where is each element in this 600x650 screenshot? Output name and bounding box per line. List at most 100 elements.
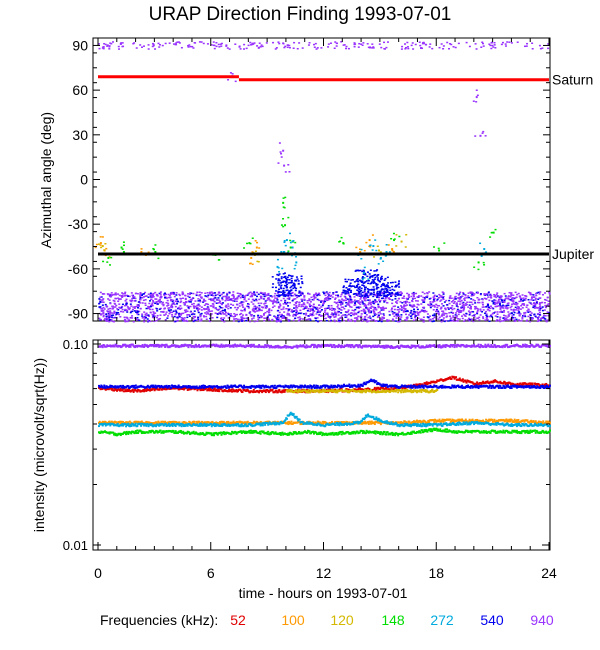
low-band-point <box>155 293 158 296</box>
low-band-point <box>357 295 360 297</box>
upper-band-point <box>152 44 155 47</box>
low-band-point <box>322 300 325 303</box>
low-band-spike <box>285 277 288 280</box>
low-band-point <box>142 299 145 302</box>
low-band-point <box>464 302 467 305</box>
low-band-point <box>423 292 426 295</box>
low-band-point <box>183 309 186 311</box>
intensity-point-100khz <box>546 421 549 424</box>
low-band-spike <box>375 285 378 287</box>
low-band-point <box>338 301 341 304</box>
low-band-point <box>345 297 348 300</box>
intensity-point-120khz <box>424 389 427 392</box>
low-band-spike <box>286 289 289 291</box>
low-band-spike <box>373 278 376 280</box>
low-band-point <box>493 299 496 301</box>
low-band-point <box>273 305 276 307</box>
low-band-point <box>474 307 477 309</box>
upper-band-point <box>480 46 483 48</box>
low-band-point <box>107 298 110 300</box>
low-band-spike <box>296 278 299 280</box>
low-band-point <box>512 302 515 305</box>
low-band-point <box>312 303 315 306</box>
point-940khz <box>472 100 475 102</box>
low-band-spike <box>287 292 290 295</box>
low-band-point <box>222 302 225 304</box>
low-band-point <box>367 308 370 311</box>
low-band-point <box>341 298 344 300</box>
upper-band-point <box>213 44 216 47</box>
low-band-point <box>121 292 124 294</box>
upper-band-point <box>481 41 484 43</box>
low-band-point <box>382 313 385 315</box>
low-band-point <box>340 306 343 308</box>
low-band-point <box>533 307 536 309</box>
low-band-point <box>210 294 213 296</box>
low-band-spike <box>288 278 291 281</box>
low-band-spike <box>283 291 286 294</box>
low-band-point <box>286 318 289 321</box>
low-band-spike <box>280 291 283 293</box>
low-band-point <box>257 316 260 318</box>
low-band-point <box>154 302 157 305</box>
low-band-point <box>197 309 200 312</box>
intensity-point-52khz <box>235 389 238 392</box>
low-band-point <box>404 300 407 303</box>
low-band-point <box>207 307 210 309</box>
low-band-point <box>192 305 195 307</box>
low-band-point <box>135 319 138 321</box>
low-band-spike <box>277 274 280 277</box>
low-band-point <box>364 310 367 313</box>
low-band-point <box>316 294 319 297</box>
low-band-point <box>498 298 501 300</box>
low-band-point <box>241 304 244 307</box>
low-band-point <box>368 310 371 312</box>
low-band-point <box>367 310 370 312</box>
upper-band-point <box>178 42 181 44</box>
low-band-point <box>125 301 128 304</box>
low-band-point <box>320 309 323 311</box>
intensity-point-52khz <box>210 388 213 391</box>
low-band-point <box>314 306 317 309</box>
intensity-point-120khz <box>383 389 386 392</box>
point-272khz <box>385 244 388 246</box>
low-band-point <box>381 297 384 299</box>
low-band-point <box>243 307 246 310</box>
low-band-spike <box>362 282 365 285</box>
low-band-point <box>349 298 352 301</box>
low-band-point <box>412 304 415 306</box>
low-band-point <box>117 313 120 316</box>
point-100khz <box>99 236 102 238</box>
low-band-point <box>388 298 391 301</box>
point-272khz <box>375 249 378 252</box>
low-band-point <box>533 313 536 315</box>
low-band-point <box>354 304 357 306</box>
low-band-point <box>236 307 239 309</box>
low-band-point <box>234 314 237 316</box>
low-band-point <box>478 319 481 321</box>
low-band-point <box>467 306 470 308</box>
intensity-point-100khz <box>532 420 535 423</box>
low-band-point <box>455 292 458 295</box>
low-band-point <box>510 297 513 300</box>
intensity-point-100khz <box>497 420 500 423</box>
intensity-point-100khz <box>544 421 547 424</box>
point-148khz <box>393 238 396 240</box>
low-band-point <box>279 319 282 322</box>
low-band-point <box>540 307 543 309</box>
low-band-point <box>268 314 271 316</box>
intensity-point-100khz <box>290 420 293 423</box>
low-band-point <box>318 299 321 302</box>
low-band-spike <box>292 287 295 290</box>
low-band-spike <box>293 285 296 287</box>
upper-band-point <box>383 41 386 44</box>
intensity-point-52khz <box>503 381 506 384</box>
low-band-point <box>436 298 439 301</box>
low-band-point <box>205 303 208 305</box>
low-band-point <box>108 318 111 321</box>
point-940khz <box>283 164 286 167</box>
upper-band-point <box>421 47 424 50</box>
low-band-point <box>374 299 377 301</box>
low-band-point <box>240 301 243 303</box>
low-band-point <box>307 318 310 321</box>
